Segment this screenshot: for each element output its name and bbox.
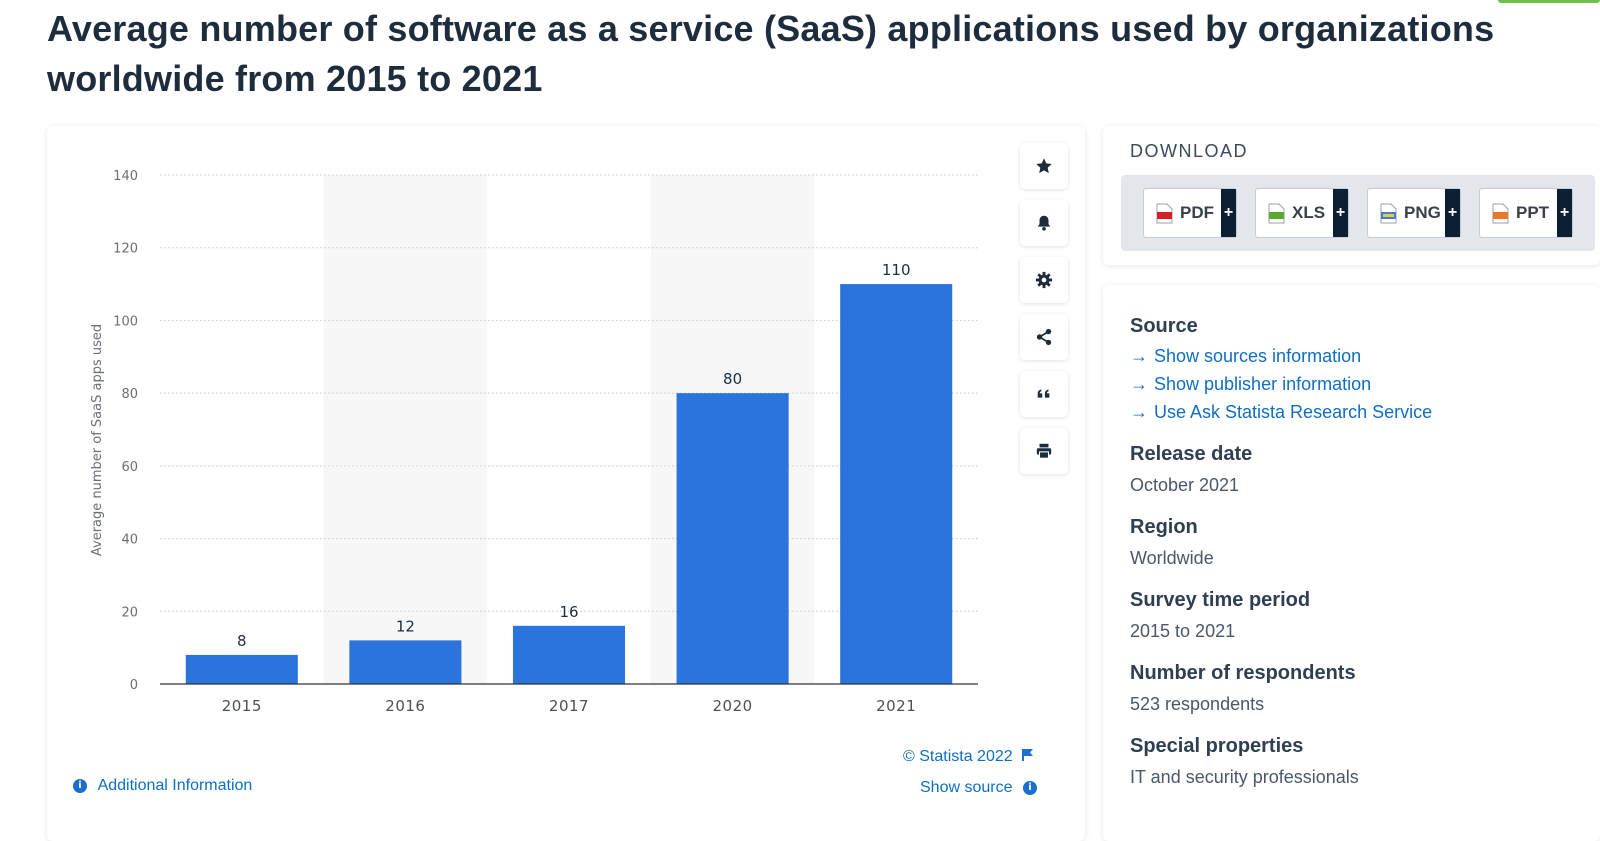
data-label: 12 xyxy=(396,617,415,635)
respondents-value: 523 respondents xyxy=(1130,694,1265,714)
xls-label: XLS xyxy=(1292,203,1326,222)
y-tick-label: 60 xyxy=(121,460,138,475)
page-title: Average number of software as a service … xyxy=(47,8,1495,99)
favorite-button[interactable] xyxy=(1020,143,1068,189)
plus-icon: + xyxy=(1333,189,1348,237)
pdf-label: PDF xyxy=(1180,203,1214,222)
y-tick-label: 80 xyxy=(121,387,138,402)
cite-button[interactable] xyxy=(1020,371,1068,417)
show-publisher-text[interactable]: Show publisher information xyxy=(1154,374,1372,394)
statista-credit[interactable]: © Statista 2022 xyxy=(903,748,1034,766)
region-heading: Region xyxy=(1130,516,1198,538)
arrow-right-icon: → xyxy=(1130,402,1148,422)
bar-chart: 0 20 40 60 80 100 120 140 8 12 16 80 110 2015 2016 20… xyxy=(90,169,978,715)
ask-statista-text[interactable]: Use Ask Statista Research Service xyxy=(1154,402,1433,422)
notification-button[interactable] xyxy=(1020,200,1068,246)
flag-icon[interactable] xyxy=(1022,748,1034,762)
respondents-heading: Number of respondents xyxy=(1130,662,1356,684)
survey-period-value: 2015 to 2021 xyxy=(1130,621,1236,641)
download-png-button[interactable]: PNG + xyxy=(1367,188,1461,238)
y-tick-label: 20 xyxy=(121,605,138,620)
y-tick-label: 40 xyxy=(121,533,138,548)
data-label: 110 xyxy=(882,261,911,279)
data-label: 80 xyxy=(723,370,742,388)
special-properties-value: IT and security professionals xyxy=(1130,767,1359,787)
info-icon[interactable]: i xyxy=(1022,780,1037,795)
png-label: PNG xyxy=(1404,203,1441,222)
settings-button[interactable] xyxy=(1020,257,1068,303)
x-tick-label: 2021 xyxy=(876,697,916,715)
y-tick-label: 120 xyxy=(113,242,138,257)
ppt-label: PPT xyxy=(1516,203,1550,222)
chart-card: 0 20 40 60 80 100 120 140 8 12 16 80 110 2015 2016 20… xyxy=(47,126,1085,841)
png-file-icon xyxy=(1380,203,1397,224)
y-tick-label: 0 xyxy=(130,678,138,693)
release-date-value: October 2021 xyxy=(1130,475,1240,495)
download-xls-button[interactable]: XLS + xyxy=(1255,188,1349,238)
region-value: Worldwide xyxy=(1130,548,1214,568)
bar xyxy=(185,654,298,684)
plus-icon: + xyxy=(1445,189,1460,237)
show-sources-link[interactable]: → Show sources information xyxy=(1130,346,1361,367)
share-icon xyxy=(1036,328,1052,346)
details-card xyxy=(1103,285,1600,841)
additional-information-link[interactable]: i Additional Information xyxy=(73,777,252,795)
arrow-right-icon: → xyxy=(1130,346,1148,366)
source-heading: Source xyxy=(1130,315,1198,337)
x-tick-label: 2016 xyxy=(385,697,425,715)
x-tick-label: 2017 xyxy=(549,697,589,715)
top-accent-tab[interactable] xyxy=(1498,0,1600,3)
xls-file-icon xyxy=(1268,203,1285,224)
release-date-heading: Release date xyxy=(1130,443,1253,465)
ppt-file-icon xyxy=(1492,203,1509,224)
show-sources-text[interactable]: Show sources information xyxy=(1154,346,1362,366)
copyright-text[interactable]: © Statista 2022 xyxy=(903,748,1013,765)
category-band xyxy=(323,175,488,684)
y-axis-label: Average number of SaaS apps used xyxy=(90,324,105,556)
download-ppt-button[interactable]: PPT + xyxy=(1479,188,1573,238)
quote-icon xyxy=(1037,389,1050,398)
data-label: 8 xyxy=(237,632,247,650)
x-tick-label: 2015 xyxy=(222,697,262,715)
bell-icon xyxy=(1037,215,1051,231)
gear-icon xyxy=(1035,271,1053,289)
data-label: 16 xyxy=(559,603,578,621)
additional-information-text[interactable]: Additional Information xyxy=(97,777,253,794)
star-icon xyxy=(1036,158,1052,174)
download-pdf-button[interactable]: PDF + xyxy=(1143,188,1237,238)
special-properties-heading: Special properties xyxy=(1130,735,1304,757)
bar xyxy=(512,625,626,684)
plus-icon: + xyxy=(1557,189,1572,237)
ask-statista-link[interactable]: → Use Ask Statista Research Service xyxy=(1130,402,1432,423)
show-source-text[interactable]: Show source xyxy=(920,779,1013,796)
survey-period-heading: Survey time period xyxy=(1130,589,1311,611)
share-button[interactable] xyxy=(1020,314,1068,360)
x-tick-label: 2020 xyxy=(713,697,753,715)
print-icon xyxy=(1036,443,1052,459)
print-button[interactable] xyxy=(1020,428,1068,474)
bar xyxy=(676,393,789,684)
y-tick-label: 100 xyxy=(113,314,138,329)
info-icon[interactable]: i xyxy=(73,778,87,793)
show-source-link[interactable]: Show source i xyxy=(920,779,1037,797)
bar xyxy=(840,284,953,684)
y-tick-label: 140 xyxy=(113,169,138,184)
pdf-file-icon xyxy=(1156,203,1173,224)
download-title: DOWNLOAD xyxy=(1130,141,1249,161)
bar xyxy=(349,640,462,684)
plus-icon: + xyxy=(1221,189,1236,237)
arrow-right-icon: → xyxy=(1130,374,1148,394)
show-publisher-link[interactable]: → Show publisher information xyxy=(1130,374,1371,395)
